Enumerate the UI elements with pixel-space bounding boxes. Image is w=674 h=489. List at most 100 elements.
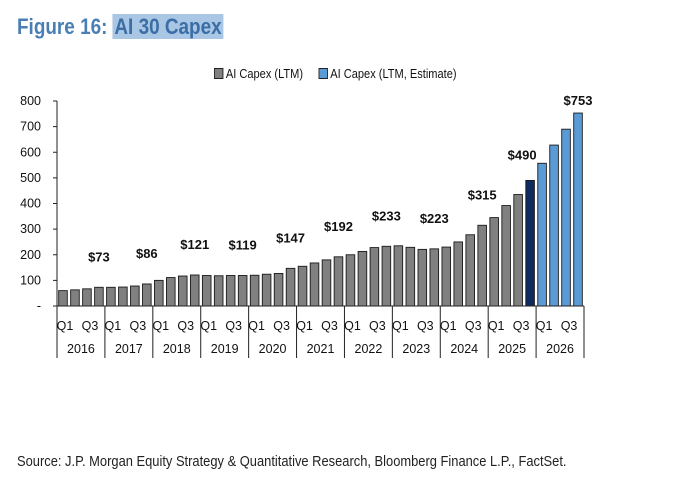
x-tick-label-2026-Q3: Q3: [561, 319, 578, 333]
bar-2024Q3: [465, 234, 475, 307]
x-tick-label-2023-Q1: Q1: [392, 319, 409, 333]
x-year-label-2023: 2023: [402, 342, 430, 356]
x-year-label-2020: 2020: [259, 342, 287, 356]
chart-legend: AI Capex (LTM) AI Capex (LTM, Estimate): [214, 66, 457, 81]
bar-2017Q4: [142, 283, 152, 307]
y-tick-label: 600: [20, 145, 41, 159]
bar-2020Q2: [261, 273, 272, 307]
bar-2017Q1: [106, 286, 116, 307]
bar-2022Q4: [381, 245, 392, 307]
x-year-label-2018: 2018: [163, 342, 191, 356]
y-tick-label: 300: [20, 222, 41, 236]
x-tick-label-2025-Q1: Q1: [488, 319, 505, 333]
x-tick-label-2022-Q1: Q1: [344, 319, 361, 333]
bar-2025Q1: [489, 217, 499, 307]
x-tick-label-2019-Q3: Q3: [225, 319, 242, 333]
bar-2019Q4: [237, 275, 248, 307]
bar-2017Q2: [118, 286, 128, 307]
y-tick-label: -: [37, 299, 41, 313]
x-tick-label-2018-Q3: Q3: [177, 319, 194, 333]
bar-2026Q3: [561, 128, 571, 307]
bar-2019Q2: [213, 275, 224, 307]
bar-2023Q2: [405, 246, 416, 307]
bar-2020Q1: [249, 274, 260, 307]
bar-2025Q4: [525, 179, 535, 307]
legend-item-actual: AI Capex (LTM): [214, 66, 303, 81]
x-year-label-2017: 2017: [115, 342, 143, 356]
x-tick-label-2023-Q3: Q3: [417, 319, 434, 333]
x-tick-label-2020-Q3: Q3: [273, 319, 290, 333]
data-label-2017Q4: $86: [136, 246, 158, 261]
bar-2019Q1: [201, 275, 212, 307]
bar-2025Q2: [501, 205, 511, 307]
legend-swatch-estimate: [318, 68, 328, 79]
y-tick-label: 200: [20, 248, 41, 262]
bar-2019Q3: [225, 275, 236, 307]
data-label-2019Q4: $119: [229, 238, 257, 253]
bar-2018Q2: [166, 277, 176, 307]
y-tick-label: 400: [20, 197, 41, 211]
bar-2023Q1: [393, 245, 404, 307]
data-label-2022Q4: $233: [372, 208, 401, 223]
data-label-2018Q4: $121: [180, 237, 209, 252]
x-tick-label-2021-Q3: Q3: [321, 319, 338, 333]
bar-2021Q1: [297, 265, 308, 307]
data-label-2025Q4: $490: [508, 147, 537, 162]
legend-item-estimate: AI Capex (LTM, Estimate): [318, 66, 457, 81]
data-label-2023Q4: $223: [420, 211, 449, 226]
x-tick-label-2020-Q1: Q1: [248, 319, 265, 333]
bar-2024Q4: [477, 224, 487, 307]
legend-label-estimate: AI Capex (LTM, Estimate): [330, 66, 457, 81]
bar-2021Q2: [309, 262, 320, 307]
y-tick-label: 800: [20, 94, 41, 108]
x-tick-label-2016-Q1: Q1: [57, 319, 74, 333]
x-year-label-2016: 2016: [67, 342, 95, 356]
bar-2018Q1: [154, 279, 164, 307]
x-tick-label-2024-Q3: Q3: [465, 319, 482, 333]
bar-2023Q3: [417, 248, 428, 307]
legend-swatch-actual: [214, 68, 224, 79]
bar-2021Q3: [321, 259, 332, 307]
source-note: Source: J.P. Morgan Equity Strategy & Qu…: [17, 453, 567, 470]
data-label-2020Q4: $147: [276, 230, 305, 245]
x-year-label-2019: 2019: [211, 342, 239, 356]
x-year-label-2025: 2025: [498, 342, 526, 356]
y-tick-label: 500: [20, 171, 41, 185]
legend-label-actual: AI Capex (LTM): [225, 66, 304, 81]
x-tick-label-2019-Q1: Q1: [200, 319, 217, 333]
x-year-label-2024: 2024: [450, 342, 478, 356]
bar-2016Q4: [94, 286, 104, 307]
bar-2026Q4: [573, 112, 583, 307]
data-label-2024Q4: $315: [468, 187, 497, 202]
data-label-2026Q4: $753: [564, 93, 593, 108]
x-tick-label-2017-Q3: Q3: [130, 319, 147, 333]
figure-title-highlighted: AI 30 Capex: [112, 14, 224, 39]
x-year-label-2026: 2026: [546, 342, 574, 356]
figure-title: Figure 16: AI 30 Capex: [17, 14, 224, 40]
bar-2016Q3: [82, 288, 92, 307]
x-year-label-2022: 2022: [355, 342, 383, 356]
bar-2018Q3: [177, 275, 188, 307]
x-tick-label-2018-Q1: Q1: [152, 319, 169, 333]
x-tick-label-2016-Q3: Q3: [82, 319, 99, 333]
bar-2016Q2: [70, 289, 80, 307]
bar-2018Q4: [189, 274, 200, 307]
bar-2022Q2: [357, 250, 368, 307]
bar-2020Q4: [285, 267, 296, 307]
bar-2022Q1: [345, 254, 356, 307]
bar-2021Q4: [333, 256, 344, 307]
bar-2022Q3: [369, 247, 380, 307]
data-label-2016Q4: $73: [88, 249, 110, 264]
x-tick-label-2017-Q1: Q1: [105, 319, 122, 333]
bar-2017Q3: [130, 285, 140, 307]
bar-2024Q1: [441, 246, 452, 307]
bar-2026Q2: [549, 144, 559, 307]
y-tick-label: 700: [20, 120, 41, 134]
x-tick-label-2021-Q1: Q1: [296, 319, 313, 333]
data-label-2021Q4: $192: [324, 219, 353, 234]
bar-2024Q2: [453, 241, 464, 307]
x-tick-label-2022-Q3: Q3: [369, 319, 386, 333]
x-year-label-2021: 2021: [307, 342, 335, 356]
x-tick-label-2024-Q1: Q1: [440, 319, 457, 333]
